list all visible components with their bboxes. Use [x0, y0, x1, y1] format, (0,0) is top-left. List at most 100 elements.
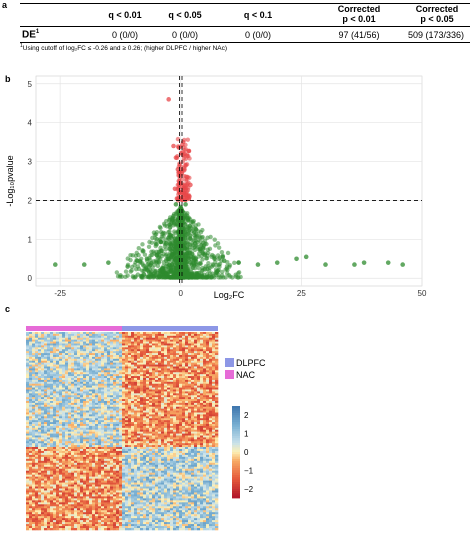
heatmap-cell: [170, 379, 174, 383]
heatmap-cell: [29, 332, 33, 335]
heatmap-cell: [194, 402, 198, 406]
heatmap-cell: [167, 347, 171, 350]
heatmap-cell: [62, 355, 66, 358]
heatmap-cell: [95, 429, 99, 432]
heatmap-cell: [197, 362, 201, 365]
heatmap-cell: [197, 381, 201, 385]
heatmap-cell: [107, 339, 111, 342]
heatmap-cell: [212, 401, 216, 404]
heatmap-cell: [164, 364, 168, 367]
heatmap-cell: [134, 420, 138, 423]
heatmap-cell: [149, 404, 153, 408]
heatmap-cell: [164, 381, 168, 385]
heatmap-cell: [92, 358, 96, 362]
heatmap-cell: [158, 337, 162, 340]
heatmap-cell: [110, 393, 114, 396]
heatmap-cell: [167, 383, 171, 386]
heatmap-cell: [41, 378, 45, 381]
heatmap-cell: [50, 395, 54, 398]
heatmap-cell: [47, 358, 51, 362]
heatmap-cell: [158, 414, 162, 417]
heatmap-cell: [146, 362, 150, 365]
heatmap-cell: [215, 412, 219, 415]
heatmap-cell: [164, 420, 168, 423]
point-ns: [196, 272, 201, 278]
heatmap-cell: [110, 376, 114, 379]
heatmap-cell: [158, 420, 162, 423]
heatmap-cell: [128, 389, 132, 392]
heatmap-cell: [77, 376, 81, 379]
heatmap-cell: [53, 416, 57, 419]
heatmap-cell: [134, 391, 138, 394]
heatmap-cell: [29, 366, 33, 369]
point-ns: [294, 256, 299, 262]
heatmap-cell: [101, 335, 105, 339]
heatmap-cell: [122, 431, 126, 434]
heatmap-cell: [95, 406, 99, 409]
heatmap-cell: [179, 414, 183, 417]
point-ns: [174, 246, 179, 252]
heatmap-cell: [155, 393, 159, 396]
heatmap-cell: [203, 389, 207, 392]
heatmap-cell: [200, 366, 204, 369]
heatmap-cell: [128, 333, 132, 337]
heatmap-cell: [128, 379, 132, 383]
heatmap-cell: [158, 427, 162, 431]
heatmap-cell: [146, 370, 150, 373]
heatmap-cell: [98, 420, 102, 423]
heatmap-cell: [137, 368, 141, 371]
heatmap-cell: [140, 356, 144, 360]
heatmap-cell: [215, 397, 219, 400]
heatmap-cell: [191, 393, 195, 396]
heatmap-cell: [167, 360, 171, 363]
heatmap-cell: [59, 406, 63, 409]
heatmap-cell: [101, 389, 105, 392]
heatmap-cell: [29, 372, 33, 375]
heatmap-cell: [155, 429, 159, 432]
point-ns: [163, 247, 168, 252]
heatmap-cell: [125, 366, 129, 369]
heatmap-cell: [170, 399, 174, 402]
heatmap-cell: [74, 366, 78, 369]
heatmap-cell: [197, 393, 201, 396]
heatmap-cell: [149, 418, 153, 421]
heatmap-cell: [50, 424, 54, 427]
heatmap-cell: [74, 374, 78, 377]
heatmap-cell: [170, 387, 174, 390]
heatmap-cell: [95, 360, 99, 363]
heatmap-cell: [200, 399, 204, 402]
heatmap-cell: [35, 333, 39, 337]
heatmap-cell: [44, 343, 48, 346]
heatmap-cell: [128, 362, 132, 365]
heatmap-cell: [173, 399, 177, 402]
heatmap-cell: [98, 425, 102, 429]
heatmap-cell: [191, 429, 195, 432]
heatmap-cell: [137, 345, 141, 348]
heatmap-cell: [176, 364, 180, 367]
heatmap-cell: [215, 364, 219, 367]
heatmap-cell: [125, 414, 129, 417]
heatmap-cell: [122, 399, 126, 402]
heatmap-cell: [176, 349, 180, 352]
heatmap-cell: [80, 370, 84, 373]
heatmap-cell: [179, 358, 183, 362]
heatmap-cell: [59, 332, 63, 335]
heatmap-cell: [68, 376, 72, 379]
heatmap-cell: [110, 408, 114, 411]
heatmap-cell: [86, 383, 90, 386]
heatmap-cell: [116, 372, 120, 375]
heatmap-cell: [44, 410, 48, 413]
heatmap-cell: [173, 355, 177, 358]
heatmap-cell: [197, 422, 201, 425]
heatmap-cell: [92, 422, 96, 425]
heatmap-cell: [203, 356, 207, 360]
heatmap-cell: [95, 343, 99, 346]
heatmap-cell: [215, 422, 219, 425]
heatmap-cell: [209, 353, 213, 356]
heatmap-cell: [35, 387, 39, 390]
heatmap-cell: [62, 347, 66, 350]
heatmap-cell: [164, 370, 168, 373]
heatmap-cell: [74, 379, 78, 383]
heatmap-cell: [194, 424, 198, 427]
heatmap-cell: [200, 427, 204, 431]
